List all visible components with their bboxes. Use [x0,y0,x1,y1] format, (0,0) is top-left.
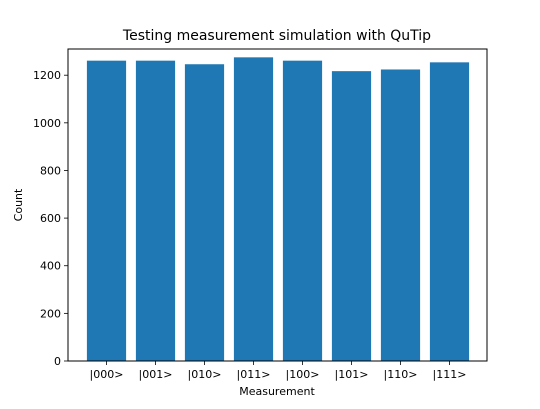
plot-frame [67,48,488,362]
bar-3 [233,57,274,362]
chart-title: Testing measurement simulation with QuTi… [122,28,431,44]
x-axis-ticks: |000> |001> |010> |011> |100> |101> |110> |111> [90,361,467,381]
bar-0 [86,60,127,362]
bar-5 [331,71,372,362]
y-tick-label: 400 [40,260,61,273]
y-tick-label: 200 [40,307,61,320]
bar-4 [282,60,323,362]
x-axis-label: Measurement [239,385,315,398]
x-tick-label: |110> [384,368,418,381]
bar-6 [380,69,421,361]
bar-1 [135,60,176,362]
y-tick-label: 800 [40,164,61,177]
y-tick-label: 1200 [33,69,61,82]
x-tick-label: |101> [335,368,369,381]
x-tick-label: |010> [188,368,222,381]
y-tick-label: 1000 [33,117,61,130]
y-axis-label: Count [12,188,25,221]
x-tick-label: |001> [139,368,173,381]
x-tick-label: |000> [90,368,124,381]
bar-7 [429,62,470,362]
y-axis-ticks: 0 200 400 600 800 1000 1200 [33,69,68,368]
x-tick-label: |011> [237,368,271,381]
bar-2 [184,64,225,362]
y-tick-label: 600 [40,212,61,225]
y-tick-label: 0 [54,355,61,368]
x-tick-label: |111> [433,368,467,381]
x-tick-label: |100> [286,368,320,381]
bars-layer [86,57,470,362]
